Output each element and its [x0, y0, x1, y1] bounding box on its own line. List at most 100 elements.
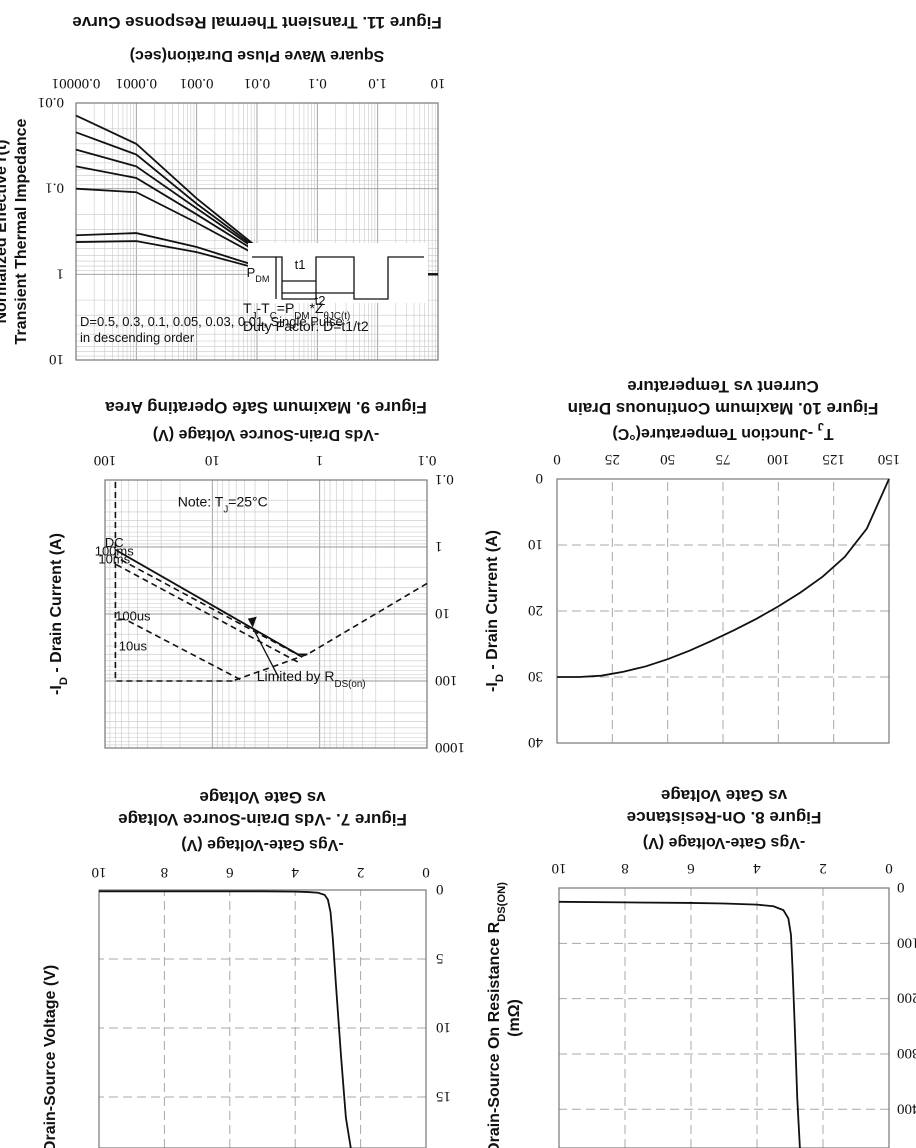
y-axis-unit: (mΩ)	[506, 999, 523, 1037]
thermal-equation-text: TJ-TC=PDM*ZθJC(t)	[243, 300, 350, 322]
limited-label: Limited by RDS(on)	[257, 668, 366, 690]
x-tick-label: 0.001	[180, 75, 214, 91]
x-tick-label: 2	[357, 864, 365, 880]
series-100ms-line	[115, 556, 303, 658]
y-tick-label: 0.1	[45, 180, 64, 196]
x-tick-label: 75	[716, 451, 731, 467]
series-id-line	[557, 478, 890, 678]
y-tick-label: 10	[528, 536, 543, 552]
y-tick-label: 1	[57, 265, 65, 281]
figure-8: 02468100100200300400-Vgs Gate-Voltage (V…	[486, 786, 916, 1148]
y-tick-label: 200	[897, 990, 916, 1006]
y-tick-label: 1000	[435, 739, 465, 755]
plot-frame	[558, 887, 890, 1148]
x-tick-label: 0	[553, 451, 561, 467]
y-tick-label: 1	[435, 538, 443, 554]
x-axis-label: Square Wave Pluse Duration(sec)	[130, 47, 385, 64]
curve-label: DC	[105, 535, 124, 550]
series-10us-line	[114, 480, 233, 682]
y-tick-label: 0.1	[435, 471, 454, 487]
pdm-label: PDM	[247, 265, 270, 284]
figure-11: 0.00001 0.0001 0.001 0.01 0.1 1.0 10 0.01 0.1 1 10…	[0, 13, 446, 367]
series-limit-line	[232, 582, 428, 682]
x-tick-label: 1.0	[368, 75, 387, 91]
x-tick-label: 10	[431, 75, 446, 91]
y-tick-label: 15	[436, 1088, 451, 1104]
curve-label: 100ms	[95, 544, 135, 559]
y-tick-label: 40	[528, 734, 543, 750]
limited-arrow	[252, 627, 280, 679]
chart-title: Figure 11. Transient Thermal Response Cu…	[72, 13, 441, 32]
plot-frame	[104, 479, 428, 749]
y-tick-label: 0.01	[38, 94, 64, 110]
y-axis-label-line2: Normalized Effective r(t)	[0, 139, 10, 323]
y-tick-label: 10	[435, 605, 450, 621]
y-tick-label: 100	[897, 934, 916, 950]
y-tick-label: 0	[536, 470, 544, 486]
x-tick-label: 2	[819, 860, 827, 876]
y-axis-label: -ID - Drain Current (A)	[484, 530, 506, 692]
series-10ms-line	[115, 563, 299, 663]
chart-title-line2: vs Gate Voltage	[661, 786, 787, 805]
x-axis-label: -Vgs Gate-Voltage (V)	[181, 836, 343, 853]
pulse-waveform	[252, 256, 424, 300]
t2-label: t2	[315, 293, 326, 308]
x-tick-label: 8	[161, 864, 169, 880]
x-tick-label: 6	[226, 864, 234, 880]
x-tick-label: 4	[753, 860, 761, 876]
x-tick-label: 0.01	[244, 75, 270, 91]
chart-title: Figure 9. Maximum Safe Operating Area	[105, 398, 427, 417]
y-tick-label: 10	[49, 351, 64, 367]
series-100us-line	[115, 618, 241, 681]
series-rdson-line	[558, 900, 801, 1148]
x-tick-label: 125	[822, 451, 845, 467]
t1-label: t1	[295, 257, 306, 272]
x-tick-label: 100	[767, 451, 790, 467]
arrow-head	[247, 616, 257, 628]
chart-title-line2: Current vs Temperature	[627, 377, 818, 396]
x-tick-label: 0.00001	[52, 75, 101, 91]
x-tick-label: 50	[660, 451, 675, 467]
curve-label: 10ms	[98, 551, 130, 566]
x-tick-label: 4	[291, 864, 299, 880]
curve-label: 10us	[119, 638, 148, 653]
x-tick-label: 0.0001	[116, 75, 157, 91]
chart-title: Figure 8. On-Resistance	[627, 808, 822, 827]
chart-title: Figure 7. -Vds Drain-Source Voltage	[118, 810, 407, 829]
x-tick-label: 10	[552, 860, 567, 876]
y-tick-label: 400	[897, 1100, 916, 1116]
figure-7: 0 2 4 6 8 10 0 5 10 15 -Vgs Gate-Voltage (V) Figure…	[42, 788, 451, 1148]
y-axis-label: Drain-Source On Resistance RDS(ON)	[486, 882, 508, 1148]
series-vds-line	[99, 890, 352, 1148]
x-tick-label: 10	[205, 452, 220, 468]
x-tick-label: 0.1	[418, 452, 437, 468]
pulse-diagram-bg	[248, 243, 428, 303]
legend-duty-list: D=0.5, 0.3, 0.1, 0.05, 0.03, 0.01, Singl…	[80, 314, 343, 329]
chart-title: Figure 10. Maximum Continuous Drain	[568, 399, 879, 418]
x-axis-label: -Vds Drain-Source Voltage (V)	[153, 426, 379, 443]
figure-10: 0 25 50 75 100 125 150 0 10 20 30 40 TJ -Junction Te…	[484, 377, 900, 750]
plot-frame	[556, 478, 890, 744]
y-axis-label: Transient Thermal Impedance	[13, 118, 30, 344]
y-axis-label: -Vds Drain-Source Voltage (V)	[42, 965, 59, 1148]
x-tick-label: 10	[92, 864, 107, 880]
chart-title-line2: vs Gate Voltage	[199, 788, 325, 807]
x-tick-label: 25	[605, 451, 620, 467]
y-axis-label: -ID - Drain Current (A)	[48, 533, 70, 695]
x-tick-label: 150	[878, 451, 901, 467]
duty-factor-text: Duty Factor: D=t1/t2	[243, 318, 369, 334]
x-tick-label: 0.1	[308, 75, 327, 91]
y-tick-label: 300	[897, 1045, 916, 1061]
y-tick-label: 0	[436, 881, 444, 897]
x-tick-label: 8	[621, 860, 629, 876]
plot-frame	[98, 889, 427, 1148]
x-axis-label: -Vgs Gate-Voltage (V)	[643, 834, 805, 851]
y-tick-label: 5	[436, 950, 444, 966]
x-tick-label: 0	[422, 864, 430, 880]
y-tick-label: 20	[528, 602, 543, 618]
y-tick-label: 30	[528, 668, 543, 684]
y-tick-label: 0	[897, 879, 905, 895]
